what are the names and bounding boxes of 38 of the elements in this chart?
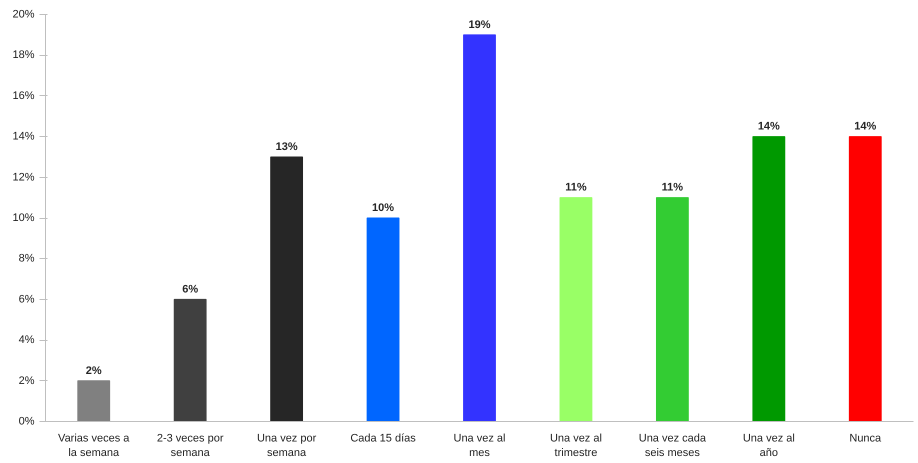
x-tick-label: 2-3 veces por semana — [156, 432, 224, 459]
x-tick-label: Una vez al año — [742, 432, 795, 459]
y-tick-label: 18% — [12, 49, 35, 62]
data-label: 11% — [565, 182, 587, 194]
bar — [656, 197, 689, 422]
y-tick-label: 20% — [12, 8, 35, 20]
bar — [77, 380, 110, 422]
y-tick-label: 8% — [18, 252, 35, 265]
data-label: 2% — [86, 364, 102, 377]
y-tick-label: 4% — [18, 334, 35, 346]
x-tick-label: Nunca — [849, 432, 882, 444]
x-tick-label: Una vez al trimestre — [550, 432, 602, 459]
y-tick-label: 12% — [12, 171, 35, 184]
data-label: 11% — [662, 182, 684, 194]
y-tick-label: 0% — [18, 416, 35, 428]
bar — [270, 156, 304, 422]
bar — [560, 197, 592, 422]
data-label: 13% — [276, 140, 298, 153]
data-label: 19% — [468, 18, 491, 31]
y-tick-label: 16% — [12, 90, 35, 102]
x-tick-label: Una vez al mes — [454, 432, 506, 459]
y-tick-label: 6% — [18, 293, 35, 306]
bar — [752, 136, 786, 422]
data-label: 10% — [372, 202, 394, 214]
x-tick-label: Varias veces a la semana — [58, 432, 130, 459]
bar — [174, 298, 207, 422]
y-tick-label: 2% — [18, 374, 35, 387]
y-tick-label: 10% — [12, 212, 35, 224]
data-label: 14% — [854, 120, 877, 133]
x-tick-label: Una vez por semana — [256, 432, 317, 459]
bar — [848, 136, 882, 422]
bar — [463, 34, 496, 422]
data-label: 6% — [182, 283, 198, 296]
data-label: 14% — [758, 120, 780, 133]
bar — [366, 218, 400, 422]
y-tick-label: 14% — [12, 130, 35, 143]
x-tick-label: Una vez cada seis meses — [638, 432, 707, 459]
x-tick-label: Cada 15 días — [350, 432, 416, 444]
